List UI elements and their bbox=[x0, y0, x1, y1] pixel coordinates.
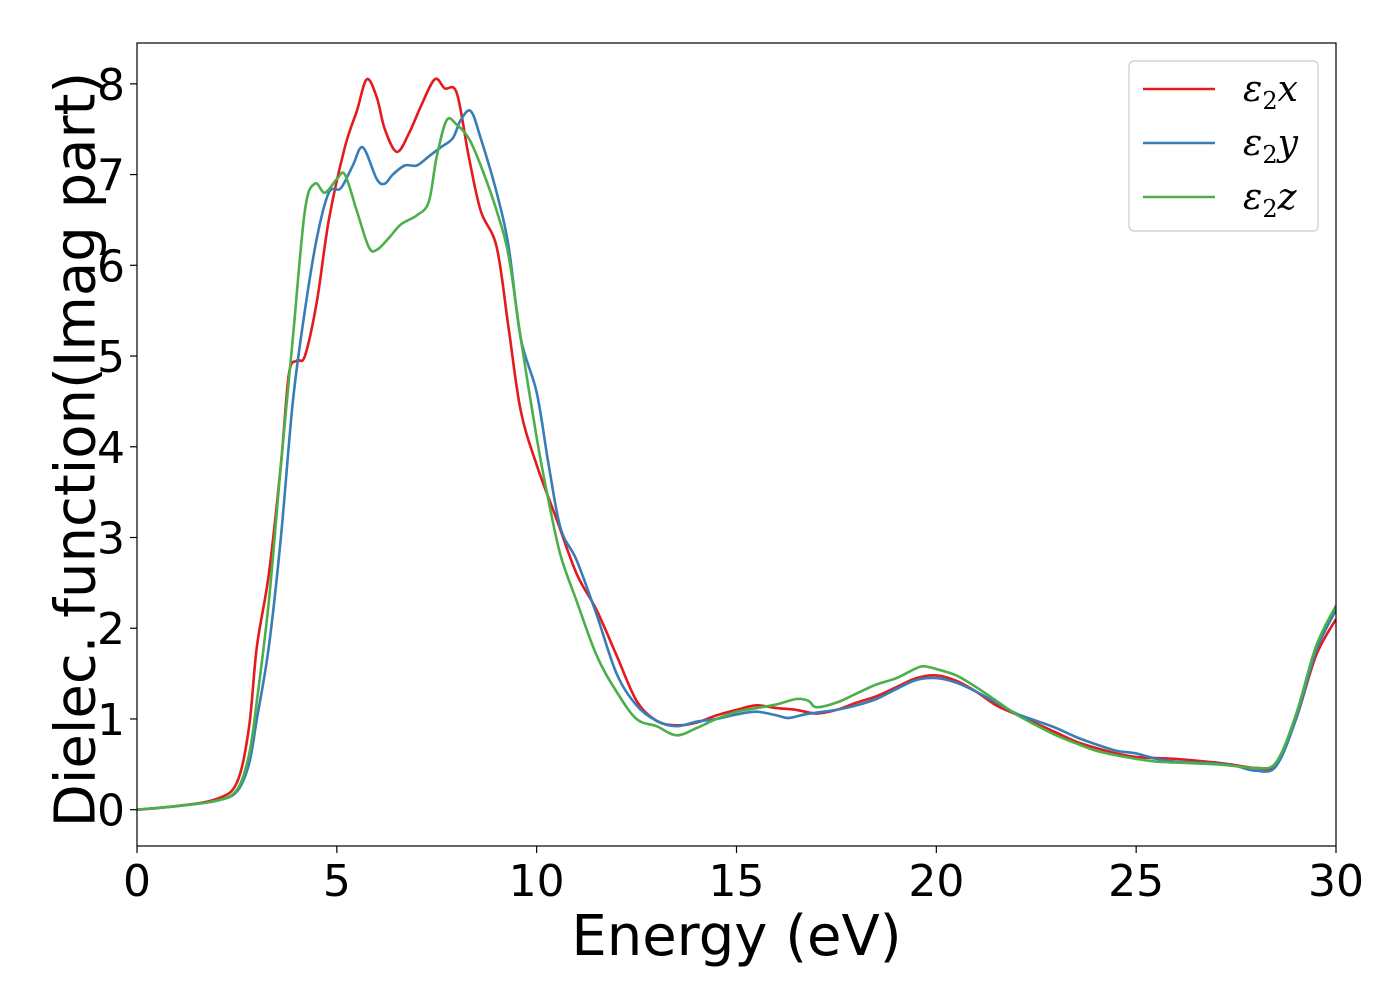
legend: ε2x ε2y ε2z bbox=[1128, 60, 1319, 232]
series-line-y bbox=[137, 109, 1336, 812]
x-tick-label: 5 bbox=[323, 856, 351, 907]
y-tick-label: 2 bbox=[97, 604, 125, 655]
legend-label-x: ε2x bbox=[1243, 69, 1298, 115]
legend-box bbox=[1128, 60, 1319, 232]
legend-label-y: ε2y bbox=[1243, 123, 1299, 169]
x-tick-label: 10 bbox=[509, 856, 565, 907]
chart-curves bbox=[137, 77, 1336, 812]
x-tick-label: 30 bbox=[1308, 856, 1364, 907]
x-tick-label: 0 bbox=[123, 856, 151, 907]
y-axis-label: Dielec. function(Imag part) bbox=[44, 72, 109, 828]
series-line-x bbox=[137, 77, 1336, 812]
y-tick-label: 4 bbox=[97, 423, 125, 474]
x-tick-label: 25 bbox=[1108, 856, 1164, 907]
x-axis-ticks: 0 5 10 15 20 25 30 bbox=[123, 846, 1364, 907]
y-tick-label: 6 bbox=[97, 241, 125, 292]
series-line-z bbox=[137, 116, 1336, 812]
y-axis-ticks: 0 1 2 3 4 5 6 7 8 bbox=[97, 60, 137, 837]
y-tick-label: 3 bbox=[97, 514, 125, 565]
y-tick-label: 0 bbox=[97, 786, 125, 837]
x-tick-label: 15 bbox=[709, 856, 765, 907]
legend-label-z: ε2z bbox=[1243, 177, 1298, 223]
y-tick-label: 5 bbox=[97, 332, 125, 383]
y-tick-label: 1 bbox=[97, 695, 125, 746]
x-tick-label: 20 bbox=[908, 856, 964, 907]
y-tick-label: 8 bbox=[97, 60, 125, 111]
x-axis-label: Energy (eV) bbox=[571, 904, 901, 969]
y-tick-label: 7 bbox=[97, 151, 125, 202]
